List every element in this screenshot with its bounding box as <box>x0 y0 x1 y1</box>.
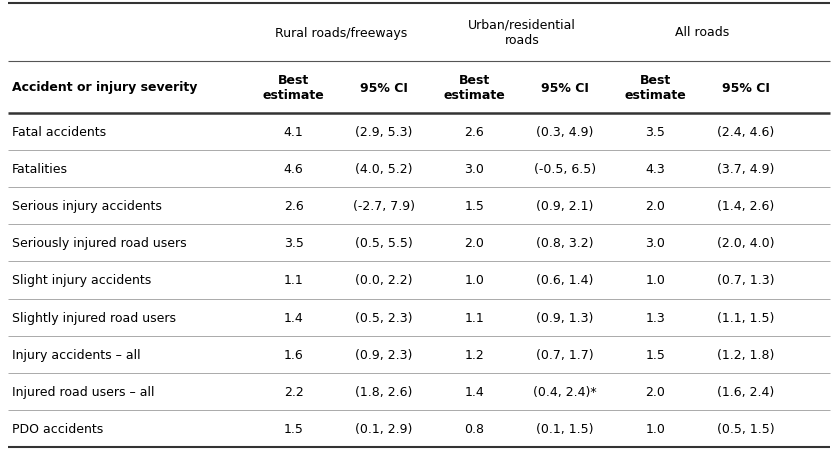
Text: Fatal accidents: Fatal accidents <box>12 126 106 139</box>
Text: 4.3: 4.3 <box>645 163 665 176</box>
Text: (3.7, 4.9): (3.7, 4.9) <box>717 163 774 176</box>
Text: (1.6, 2.4): (1.6, 2.4) <box>717 385 774 398</box>
Text: 3.5: 3.5 <box>645 126 665 139</box>
Text: (2.9, 5.3): (2.9, 5.3) <box>355 126 413 139</box>
Text: (0.5, 1.5): (0.5, 1.5) <box>717 422 774 435</box>
Text: 95% CI: 95% CI <box>722 81 769 94</box>
Text: 2.6: 2.6 <box>464 126 484 139</box>
Text: Best
estimate: Best estimate <box>624 74 686 102</box>
Text: 4.6: 4.6 <box>284 163 303 176</box>
Text: All roads: All roads <box>675 27 730 39</box>
Text: 1.5: 1.5 <box>464 200 484 213</box>
Text: Seriously injured road users: Seriously injured road users <box>12 237 187 250</box>
Text: (4.0, 5.2): (4.0, 5.2) <box>355 163 413 176</box>
Text: Serious injury accidents: Serious injury accidents <box>12 200 162 213</box>
Text: (0.5, 5.5): (0.5, 5.5) <box>355 237 413 250</box>
Text: (0.4, 2.4)*: (0.4, 2.4)* <box>533 385 597 398</box>
Text: 2.0: 2.0 <box>645 200 665 213</box>
Text: (2.4, 4.6): (2.4, 4.6) <box>717 126 774 139</box>
Text: (0.7, 1.7): (0.7, 1.7) <box>536 348 593 361</box>
Text: (0.6, 1.4): (0.6, 1.4) <box>536 274 593 287</box>
Text: 4.1: 4.1 <box>284 126 303 139</box>
Text: 1.3: 1.3 <box>645 311 665 324</box>
Text: Rural roads/freeways: Rural roads/freeways <box>275 27 407 39</box>
Text: 95% CI: 95% CI <box>360 81 408 94</box>
Text: (0.9, 2.3): (0.9, 2.3) <box>355 348 413 361</box>
Text: 3.0: 3.0 <box>464 163 484 176</box>
Text: (0.9, 2.1): (0.9, 2.1) <box>536 200 593 213</box>
Text: Injury accidents – all: Injury accidents – all <box>12 348 141 361</box>
Text: (1.4, 2.6): (1.4, 2.6) <box>717 200 774 213</box>
Text: Urban/residential
roads: Urban/residential roads <box>468 19 576 47</box>
Text: (0.7, 1.3): (0.7, 1.3) <box>717 274 774 287</box>
Text: (0.1, 2.9): (0.1, 2.9) <box>355 422 413 435</box>
Text: (-0.5, 6.5): (-0.5, 6.5) <box>534 163 596 176</box>
Text: 3.5: 3.5 <box>284 237 303 250</box>
Text: Fatalities: Fatalities <box>12 163 68 176</box>
Text: (0.3, 4.9): (0.3, 4.9) <box>536 126 593 139</box>
Text: 1.5: 1.5 <box>284 422 303 435</box>
Text: 95% CI: 95% CI <box>541 81 589 94</box>
Text: 1.0: 1.0 <box>645 274 665 287</box>
Text: (0.9, 1.3): (0.9, 1.3) <box>536 311 593 324</box>
Text: PDO accidents: PDO accidents <box>12 422 103 435</box>
Text: 1.0: 1.0 <box>645 422 665 435</box>
Text: 3.0: 3.0 <box>645 237 665 250</box>
Text: Accident or injury severity: Accident or injury severity <box>12 81 198 94</box>
Text: 1.1: 1.1 <box>464 311 484 324</box>
Text: 2.2: 2.2 <box>284 385 303 398</box>
Text: (0.8, 3.2): (0.8, 3.2) <box>536 237 593 250</box>
Text: (1.8, 2.6): (1.8, 2.6) <box>355 385 413 398</box>
Text: 1.2: 1.2 <box>464 348 484 361</box>
Text: 2.0: 2.0 <box>464 237 484 250</box>
Text: 2.6: 2.6 <box>284 200 303 213</box>
Text: (0.0, 2.2): (0.0, 2.2) <box>355 274 413 287</box>
Text: 2.0: 2.0 <box>645 385 665 398</box>
Text: (1.2, 1.8): (1.2, 1.8) <box>717 348 774 361</box>
Text: 1.4: 1.4 <box>464 385 484 398</box>
Text: 1.5: 1.5 <box>645 348 665 361</box>
Text: 1.0: 1.0 <box>464 274 484 287</box>
Text: 1.1: 1.1 <box>284 274 303 287</box>
Text: Best
estimate: Best estimate <box>443 74 505 102</box>
Text: (0.5, 2.3): (0.5, 2.3) <box>355 311 413 324</box>
Text: (0.1, 1.5): (0.1, 1.5) <box>536 422 593 435</box>
Text: (2.0, 4.0): (2.0, 4.0) <box>717 237 774 250</box>
Text: 1.4: 1.4 <box>284 311 303 324</box>
Text: Slightly injured road users: Slightly injured road users <box>12 311 176 324</box>
Text: 0.8: 0.8 <box>464 422 484 435</box>
Text: (-2.7, 7.9): (-2.7, 7.9) <box>353 200 415 213</box>
Text: Injured road users – all: Injured road users – all <box>12 385 154 398</box>
Text: (1.1, 1.5): (1.1, 1.5) <box>717 311 774 324</box>
Text: Slight injury accidents: Slight injury accidents <box>12 274 151 287</box>
Text: Best
estimate: Best estimate <box>263 74 324 102</box>
Text: 1.6: 1.6 <box>284 348 303 361</box>
